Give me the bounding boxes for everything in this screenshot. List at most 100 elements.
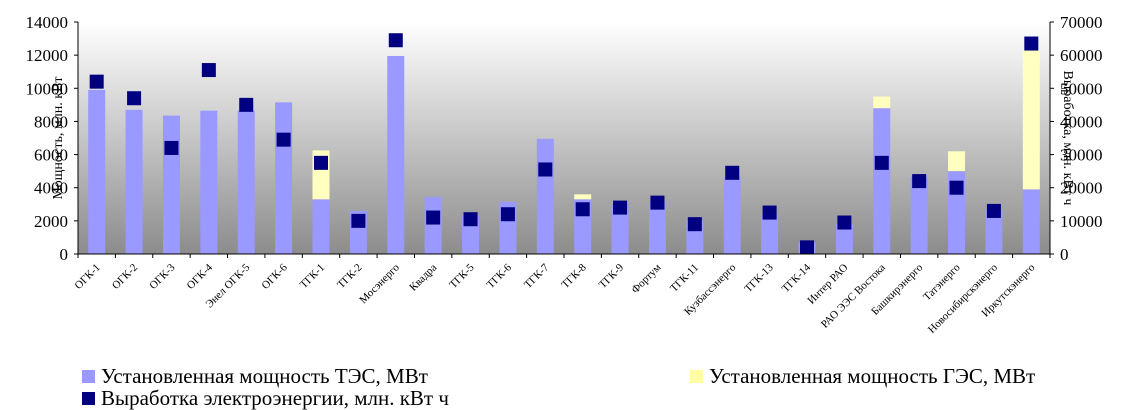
y-tick-label-left: 14000 xyxy=(26,13,69,32)
marker-generation xyxy=(314,155,328,170)
y-tick-label-right: 20000 xyxy=(1060,179,1103,198)
marker-generation xyxy=(500,207,515,222)
bar-tes xyxy=(536,138,554,254)
x-tick-label: ТГК-6 xyxy=(485,261,515,291)
bar-tes xyxy=(648,200,666,254)
bar-tes xyxy=(162,115,180,254)
x-tick-label: РАО ЭЭС Востока xyxy=(819,262,888,331)
bar-tes xyxy=(761,215,779,254)
marker-generation xyxy=(949,180,964,195)
marker-generation xyxy=(762,205,777,220)
x-tick-label: ТГК-5 xyxy=(447,261,477,291)
marker-generation xyxy=(725,165,740,180)
legend-item-ges: Установленная мощность ГЭС, МВт xyxy=(690,366,1035,387)
bar-tes xyxy=(1022,189,1040,254)
marker-generation xyxy=(986,203,1001,218)
y-tick-label-left: 0 xyxy=(60,245,69,264)
x-tick-label: ТГК-13 xyxy=(742,261,776,295)
marker-generation xyxy=(89,74,104,89)
y-tick-label-right: 10000 xyxy=(1060,212,1103,231)
bar-tes xyxy=(985,210,1003,254)
legend-item-generation: Выработка электроэнергии, млн. кВт ч xyxy=(82,388,449,409)
y-tick-label-right: 60000 xyxy=(1060,46,1103,65)
bar-tes xyxy=(200,110,218,255)
y-axis-title-right: Выработка, млн. кВт ч xyxy=(1060,71,1075,206)
y-tick-label-left: 4000 xyxy=(34,179,68,198)
legend-swatch-ges xyxy=(690,370,703,383)
marker-generation xyxy=(463,212,478,227)
x-tick-label: ОГК-1 xyxy=(73,262,103,292)
marker-generation xyxy=(874,155,889,170)
legend-swatch-generation xyxy=(82,392,95,405)
x-tick-label: ТГК-14 xyxy=(780,261,814,295)
x-tick-label: ТГК-8 xyxy=(559,261,589,291)
x-tick-label: Фортум xyxy=(629,262,663,296)
marker-generation xyxy=(127,91,142,106)
x-tick-label: Мосэнерго xyxy=(357,261,402,306)
legend-label-generation: Выработка электроэнергии, млн. кВт ч xyxy=(101,386,449,410)
legend-label-tes: Установленная мощность ТЭС, МВт xyxy=(101,364,428,388)
marker-generation xyxy=(687,217,702,232)
legend-item-tes: Установленная мощность ТЭС, МВт xyxy=(82,366,428,387)
marker-generation xyxy=(239,97,254,112)
axes-layer xyxy=(74,21,1054,258)
x-tick-label: Новосибирскэнерго xyxy=(926,261,1001,336)
y-tick-label-right: 0 xyxy=(1060,245,1069,264)
marker-generation xyxy=(650,195,665,210)
legend-swatch-tes xyxy=(82,370,95,383)
marker-generation xyxy=(575,202,590,217)
bar-ges xyxy=(873,96,891,109)
bar-tes xyxy=(312,199,330,254)
y-tick-label-left: 10000 xyxy=(26,79,69,98)
bar-tes xyxy=(275,102,293,254)
x-tick-label: ТГК-2 xyxy=(335,262,364,291)
y-axis-title-left: Мощность, млн. кВт xyxy=(51,76,66,199)
legend-label-ges: Установленная мощность ГЭС, МВт xyxy=(709,364,1036,388)
bar-tes xyxy=(237,110,255,255)
marker-generation xyxy=(426,210,441,225)
bar-ges xyxy=(1022,50,1040,190)
x-tick-label: ОГК-2 xyxy=(110,262,140,292)
x-tick-label: ОГК-4 xyxy=(185,261,216,292)
x-tick-label: ОГК-6 xyxy=(259,261,290,292)
bar-tes xyxy=(723,177,741,254)
marker-generation xyxy=(538,162,553,177)
marker-generation xyxy=(351,213,366,228)
y-tick-label-right: 40000 xyxy=(1060,112,1103,131)
y-tick-label-left: 8000 xyxy=(34,112,68,131)
marker-generation xyxy=(613,200,628,215)
x-tick-label: ТГК-9 xyxy=(597,261,627,291)
y-tick-label-left: 6000 xyxy=(34,146,68,165)
bar-ges xyxy=(948,151,966,172)
y-tick-label-right: 50000 xyxy=(1060,79,1103,98)
marker-generation xyxy=(912,174,927,189)
markers-layer xyxy=(89,33,1039,255)
y-tick-label-right: 70000 xyxy=(1060,13,1103,32)
bar-tes xyxy=(88,89,106,254)
y-tick-label-left: 2000 xyxy=(34,212,68,231)
bar-tes xyxy=(387,55,405,254)
y-tick-label-left: 12000 xyxy=(26,46,69,65)
x-tick-label: ТГК-7 xyxy=(522,261,552,291)
marker-generation xyxy=(800,240,814,255)
marker-generation xyxy=(837,215,852,230)
bar-tes xyxy=(910,176,928,254)
bar-tes xyxy=(873,108,891,255)
marker-generation xyxy=(1024,36,1039,51)
x-tick-label: ОГК-3 xyxy=(147,261,178,292)
bar-ges xyxy=(574,194,592,200)
bar-tes xyxy=(125,109,143,254)
x-tick-label: Квадра xyxy=(407,262,439,294)
plot-area xyxy=(78,22,1050,254)
marker-generation xyxy=(276,132,291,147)
y-tick-label-right: 30000 xyxy=(1060,146,1103,165)
bar-tes xyxy=(835,223,853,254)
marker-generation xyxy=(388,33,403,48)
x-tick-label: ТГК-1 xyxy=(298,262,327,291)
bar-tes xyxy=(424,196,442,254)
marker-generation xyxy=(201,63,216,78)
bar-tes xyxy=(611,205,629,254)
marker-generation xyxy=(164,140,179,155)
x-tick-label: ТГК-11 xyxy=(668,262,701,295)
